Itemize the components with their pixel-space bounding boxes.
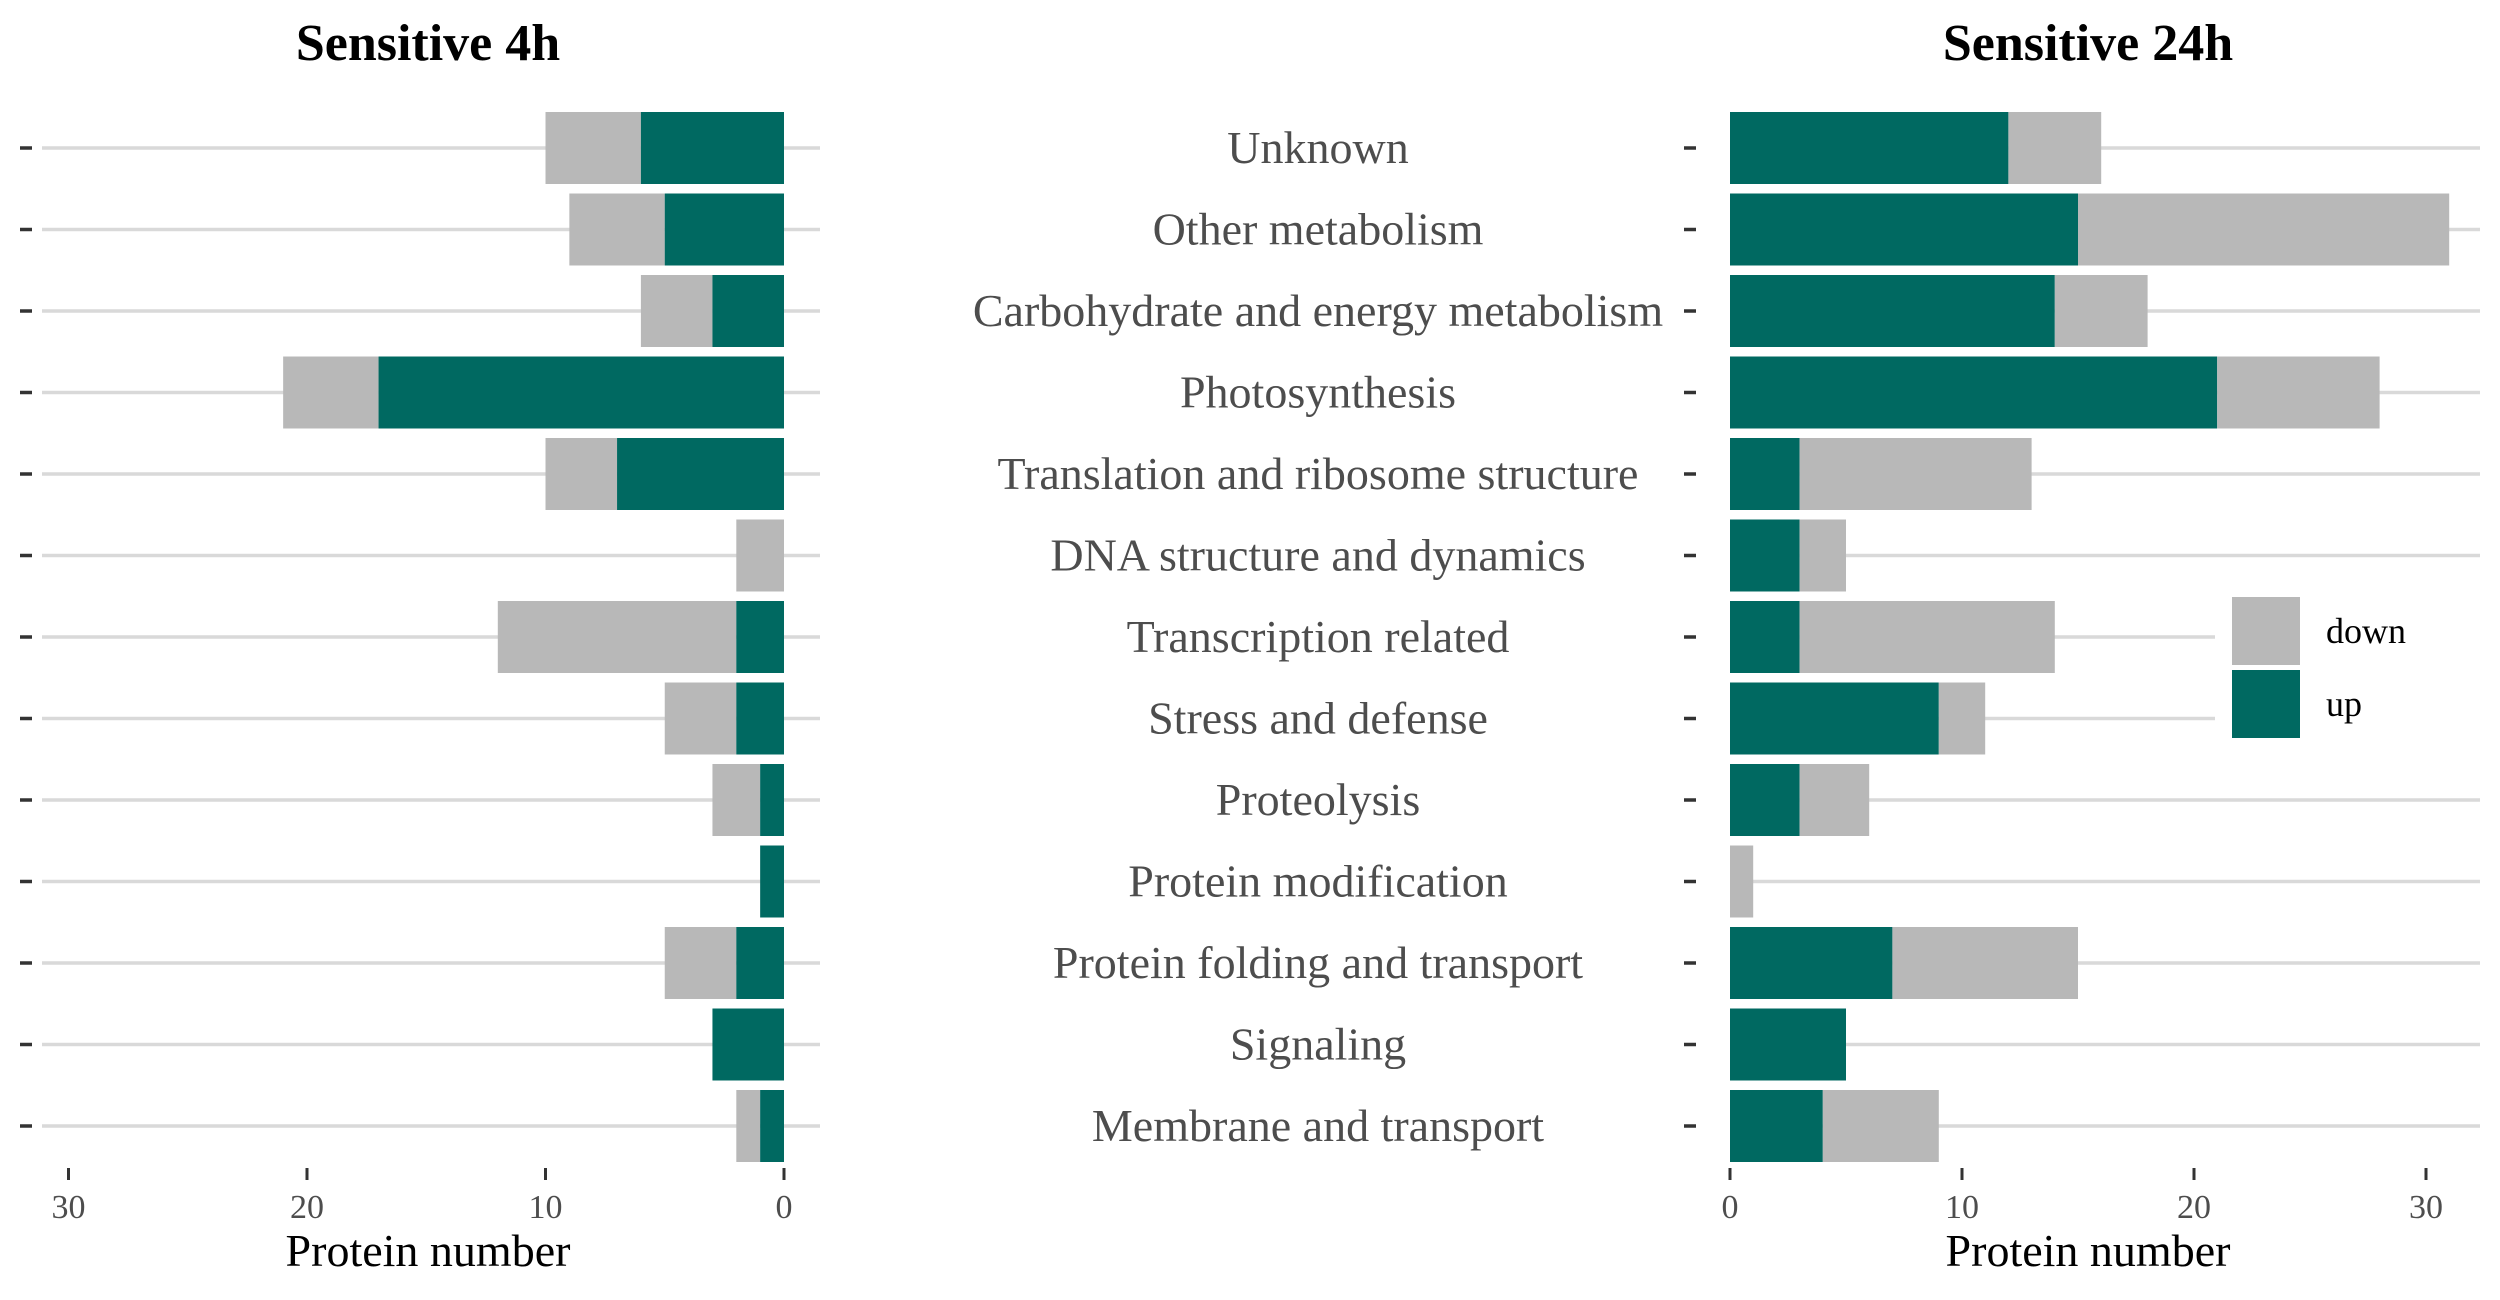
legend-swatch-up <box>2232 670 2300 738</box>
category-label: Unknown <box>1227 122 1408 173</box>
left-bar-up <box>664 193 784 266</box>
left-bar-up <box>640 112 784 184</box>
right-bar-down <box>2008 112 2102 184</box>
left-panel-y-ticks <box>20 146 32 1128</box>
left-x-tick-label: 10 <box>529 1189 563 1226</box>
right-bar-up <box>1730 356 2218 429</box>
category-label: Translation and ribosome structure <box>998 448 1639 499</box>
category-label: DNA structure and dynamics <box>1050 530 1585 581</box>
category-label: Carbohydrate and energy metabolism <box>973 285 1663 336</box>
left-bar-up <box>712 1008 784 1081</box>
left-bar-down <box>569 193 665 266</box>
category-label: Protein folding and transport <box>1053 937 1583 988</box>
left-x-tick-label: 0 <box>776 1189 793 1226</box>
left-panel-title: Sensitive 4h <box>296 15 560 72</box>
category-label: Other metabolism <box>1153 204 1484 255</box>
left-bar-down <box>736 1090 761 1162</box>
left-x-axis-title: Protein number <box>286 1225 571 1276</box>
right-x-axis-title: Protein number <box>1946 1225 2231 1276</box>
legend: down up <box>2215 580 2480 750</box>
right-bar-up <box>1730 193 2078 266</box>
left-panel-x-ticks: 0 10 20 30 <box>52 1168 793 1226</box>
legend-swatch-down <box>2232 597 2300 665</box>
right-bar-down <box>1938 682 1986 755</box>
right-bar-up <box>1730 438 1800 510</box>
left-bar-down <box>664 927 737 999</box>
right-panel-y-ticks <box>1684 146 1696 1128</box>
right-bar-up <box>1730 275 2055 347</box>
category-label: Proteolysis <box>1216 774 1420 825</box>
right-bar-up <box>1730 764 1800 836</box>
left-bar-up <box>617 438 784 510</box>
left-bar-down <box>640 275 713 347</box>
right-x-tick-label: 20 <box>2177 1189 2211 1226</box>
right-bar-down <box>2217 356 2380 429</box>
right-bar-up <box>1730 601 1800 673</box>
left-panel-bars <box>283 112 784 1162</box>
right-bar-up <box>1730 682 1939 755</box>
right-bar-up <box>1730 112 2009 184</box>
right-bar-down <box>1799 764 1870 836</box>
right-panel-x-ticks: 0 10 20 30 <box>1722 1168 2443 1226</box>
left-bar-up <box>736 601 784 673</box>
left-bar-down <box>497 601 737 673</box>
category-label: Transcription related <box>1127 611 1510 662</box>
left-bar-up <box>736 682 784 755</box>
left-bar-up <box>760 764 784 836</box>
category-label: Signaling <box>1230 1019 1406 1070</box>
category-label: Stress and defense <box>1148 693 1488 744</box>
category-label: Membrane and transport <box>1092 1100 1544 1151</box>
right-x-tick-label: 0 <box>1722 1189 1739 1226</box>
right-bar-down <box>1822 1090 1939 1162</box>
left-bar-down <box>545 112 641 184</box>
left-bar-down <box>736 519 784 592</box>
right-x-tick-label: 30 <box>2409 1189 2443 1226</box>
right-bar-down <box>1892 927 2078 999</box>
right-bar-down <box>1730 845 1754 918</box>
left-bar-up <box>736 927 784 999</box>
left-bar-up <box>712 275 784 347</box>
legend-label-up: up <box>2326 684 2362 724</box>
left-bar-up <box>760 845 784 918</box>
right-bar-up <box>1730 519 1800 592</box>
right-bar-down <box>2054 275 2148 347</box>
right-bar-up <box>1730 927 1893 999</box>
left-bar-down <box>283 356 379 429</box>
right-x-tick-label: 10 <box>1945 1189 1979 1226</box>
left-bar-up <box>378 356 784 429</box>
category-labels: Unknown Other metabolism Carbohydrate and … <box>973 122 1663 1151</box>
right-bar-up <box>1730 1008 1846 1081</box>
legend-label-down: down <box>2326 611 2406 651</box>
category-label: Photosynthesis <box>1180 367 1456 418</box>
right-panel-title: Sensitive 24h <box>1943 15 2233 72</box>
left-bar-down <box>545 438 618 510</box>
category-label: Protein modification <box>1128 856 1507 907</box>
left-bar-up <box>760 1090 784 1162</box>
right-panel-bars <box>1730 112 2450 1162</box>
right-bar-down <box>2078 193 2450 266</box>
right-bar-down <box>1799 438 2032 510</box>
right-bar-down <box>1799 601 2055 673</box>
left-panel-grid <box>42 146 820 1128</box>
left-bar-down <box>712 764 761 836</box>
left-bar-down <box>664 682 737 755</box>
right-bar-up <box>1730 1090 1823 1162</box>
left-x-tick-label: 20 <box>290 1189 324 1226</box>
left-x-tick-label: 30 <box>52 1189 86 1226</box>
right-bar-down <box>1799 519 1846 592</box>
